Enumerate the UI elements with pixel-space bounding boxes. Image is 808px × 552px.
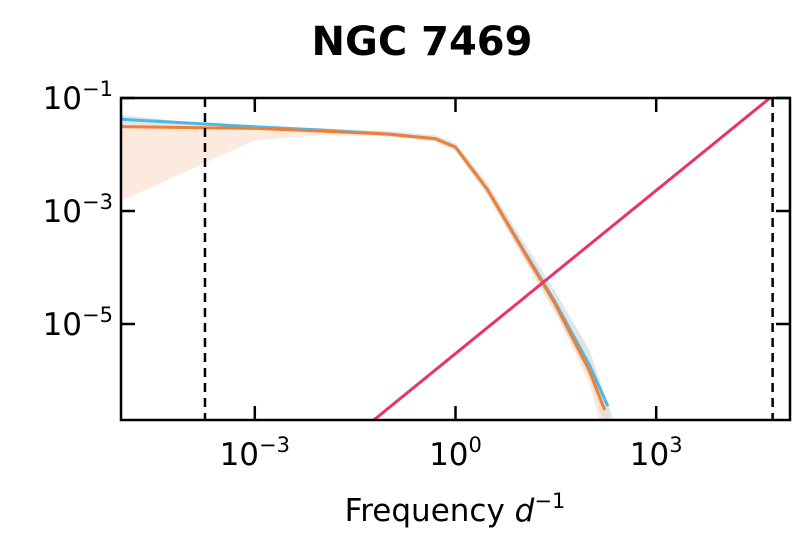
y-tick-label-2: 10−3 — [43, 190, 113, 230]
reference-lines — [203, 98, 774, 420]
series-line-2 — [121, 125, 607, 411]
uncertainty-bands — [121, 115, 614, 420]
x-tick-label-3: 103 — [630, 433, 683, 473]
y-tick-label-1: 10−1 — [43, 77, 113, 117]
x-tick-label-2: 100 — [429, 433, 482, 473]
chart-title: NGC 7469 — [312, 19, 533, 65]
x-tick-label-1: 10−3 — [220, 433, 290, 473]
x-axis-label: Frequency d−1 — [345, 489, 566, 529]
y-tick-label-3: 10−5 — [43, 303, 113, 343]
uncertainty-band-2 — [121, 126, 610, 420]
tick-labels: 10−3 100 103 10−1 10−3 10−5 — [43, 77, 683, 473]
axis-ticks — [121, 96, 790, 420]
series-line-3 — [372, 98, 771, 420]
uncertainty-band-1 — [121, 115, 614, 420]
series-lines — [121, 98, 771, 420]
